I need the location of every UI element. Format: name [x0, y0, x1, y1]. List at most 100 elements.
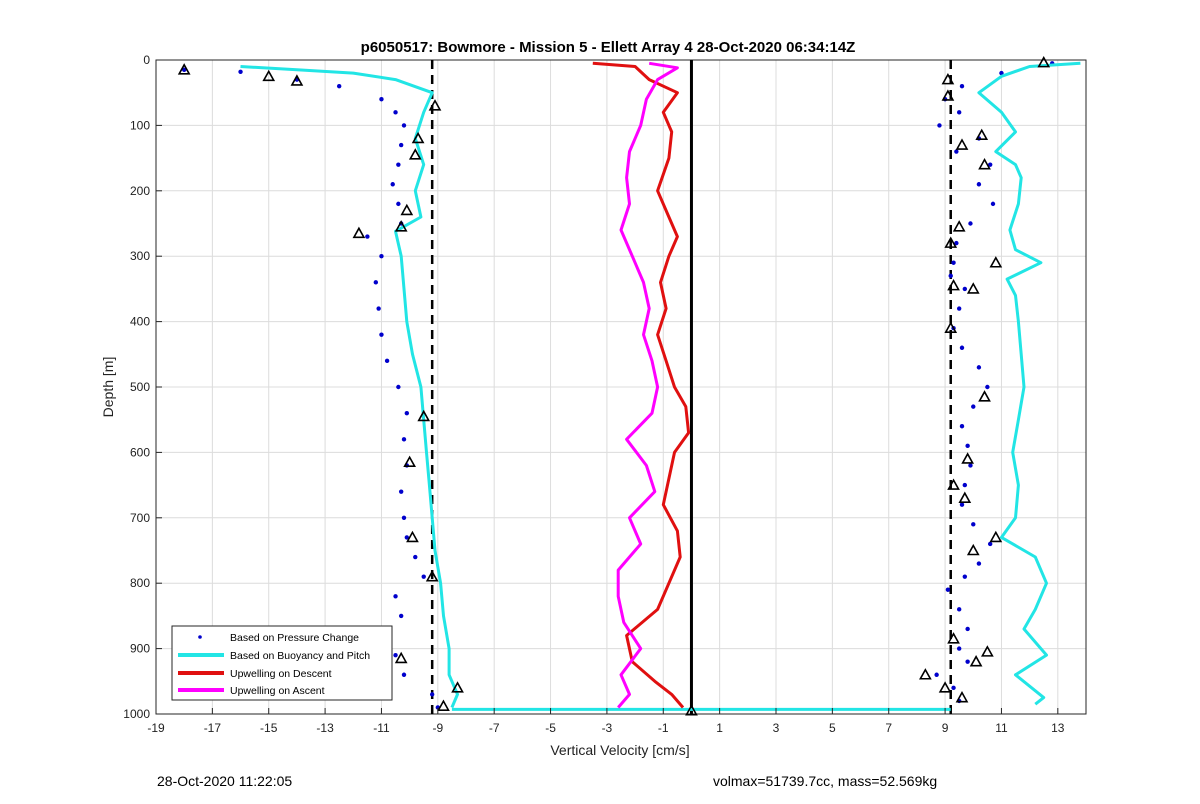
pressure-change-point	[971, 522, 976, 527]
pressure-change-point	[990, 201, 996, 207]
y-tick-label: 1000	[123, 707, 150, 721]
triangle-marker	[919, 668, 932, 680]
reference-lines	[430, 60, 952, 714]
tick-layer: -19 -17 -15 -13 -11 -9 -7 -5 -3 -1 1 3 5 7 9 11 13010020…	[123, 53, 1065, 735]
pressure-change-point	[379, 97, 384, 102]
y-tick-label: 700	[130, 511, 150, 525]
x-tick-label: 1	[716, 721, 723, 735]
triangle-marker	[177, 63, 191, 75]
pressure-change-point	[968, 221, 973, 226]
pressure-change-point	[956, 646, 962, 651]
triangle-marker	[978, 390, 991, 402]
triangle-marker	[406, 530, 419, 543]
pressure-change-point	[954, 240, 959, 246]
pressure-change-point	[987, 541, 993, 547]
triangle-marker	[955, 138, 969, 150]
triangle-marker	[290, 74, 304, 86]
y-tick-label: 200	[130, 184, 150, 198]
series-layer	[181, 61, 1081, 711]
x-tick-label: 11	[995, 721, 1008, 735]
triangle-marker	[989, 530, 1003, 543]
x-tick-label: -13	[316, 721, 334, 735]
x-tick-label: -3	[602, 721, 613, 735]
pressure-change-point	[404, 410, 410, 416]
pressure-change-point	[404, 535, 410, 540]
pressure-change-point	[956, 306, 962, 311]
pressure-change-point	[962, 482, 968, 488]
pressure-change-point	[987, 162, 993, 167]
triangle-marker	[978, 157, 991, 170]
x-tick-label: -11	[373, 721, 390, 735]
triangle-marker	[958, 491, 972, 503]
pressure-change-point	[181, 67, 187, 73]
triangle-marker	[966, 282, 980, 294]
pressure-change-point	[401, 437, 407, 442]
triangle-marker	[262, 69, 276, 82]
x-tick-label: 3	[773, 721, 780, 735]
pressure-change-point	[959, 83, 965, 89]
triangle-marker	[947, 478, 960, 490]
pressure-change-point	[976, 182, 982, 187]
legend-symbol-pressure	[198, 635, 202, 639]
triangle-marker	[941, 72, 955, 85]
pressure-change-point	[393, 110, 398, 115]
pressure-change-point	[962, 286, 968, 292]
pressure-change-point	[965, 443, 970, 449]
pressure-change-point	[396, 201, 401, 207]
triangle-marker	[408, 148, 422, 160]
triangle-marker	[955, 691, 969, 703]
pressure-change-point	[985, 384, 990, 390]
pressure-change-point	[413, 554, 418, 560]
pressure-change-point	[968, 463, 973, 468]
y-tick-label: 0	[143, 53, 150, 67]
triangle-marker	[451, 681, 464, 693]
x-tick-label: 9	[942, 721, 949, 735]
triangle-marker	[437, 699, 450, 711]
legend-box	[171, 625, 393, 701]
y-tick-label: 100	[130, 118, 150, 132]
legend-label-pressure: Based on Pressure Change	[230, 632, 359, 644]
pressure-change-point	[396, 384, 401, 390]
pressure-change-point	[393, 594, 398, 599]
pressure-change-point	[365, 234, 370, 239]
triangle-marker	[425, 570, 439, 582]
pressure-change-point	[959, 424, 965, 429]
pressure-change-point	[336, 83, 342, 89]
y-tick-label: 800	[130, 576, 150, 590]
upwelling-descent-line	[592, 61, 691, 709]
pressure-change-point	[393, 652, 398, 658]
chart-title: p6050517: Bowmore - Mission 5 - Ellett A…	[361, 39, 856, 56]
triangle-marker	[428, 99, 442, 111]
triangle-marker	[394, 651, 408, 664]
buoyancy-descent-line	[240, 65, 459, 709]
triangle-marker	[952, 220, 966, 232]
pressure-change-point	[384, 358, 390, 364]
triangle-marker	[947, 278, 960, 291]
pressure-change-point	[398, 142, 404, 148]
pressure-change-point	[971, 404, 976, 409]
pressure-change-point	[396, 162, 401, 167]
pressure-change-point	[999, 70, 1004, 76]
triangle-marker	[941, 89, 955, 101]
triangle-marker	[944, 236, 958, 248]
triangle-marker	[947, 632, 960, 644]
pressure-change-point	[959, 345, 965, 350]
triangle-marker	[944, 321, 958, 333]
x-axis-label: Vertical Velocity [cm/s]	[550, 742, 689, 758]
pressure-change-point	[401, 123, 407, 128]
y-tick-label: 500	[130, 380, 150, 394]
pressure-change-point	[421, 574, 426, 579]
triangle-marker	[989, 256, 1003, 268]
triangle-marker	[417, 409, 431, 422]
y-tick-label: 600	[130, 445, 150, 459]
y-tick-label: 300	[130, 249, 150, 263]
pressure-change-point	[962, 574, 968, 579]
pressure-change-point	[401, 515, 407, 520]
triangle-marker	[1037, 55, 1051, 68]
x-tick-label: -5	[545, 721, 556, 735]
triangle-marker	[411, 131, 425, 144]
triangle-marker	[938, 681, 952, 693]
x-tick-label: -9	[432, 721, 443, 735]
upwelling-ascent-line	[616, 61, 679, 709]
